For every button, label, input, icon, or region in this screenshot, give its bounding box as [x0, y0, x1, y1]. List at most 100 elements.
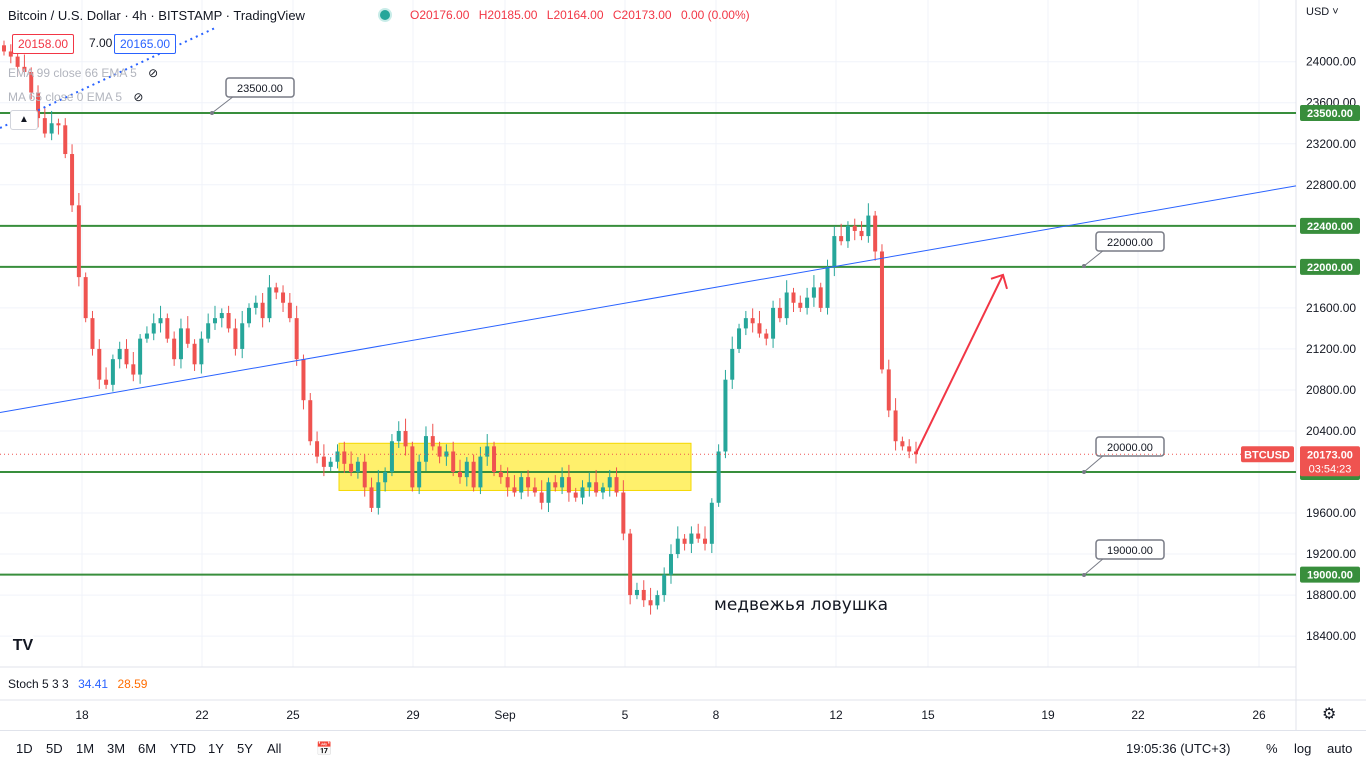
- candle-body: [587, 482, 592, 488]
- calendar-range-icon[interactable]: 📅: [316, 741, 333, 756]
- candle-body: [151, 323, 156, 334]
- tradingview-logo[interactable]: TV: [8, 633, 38, 659]
- candle-body: [240, 323, 245, 349]
- auto-toggle[interactable]: auto: [1327, 741, 1353, 756]
- candle-body: [369, 487, 374, 508]
- candle-body: [614, 477, 619, 493]
- candle-body: [553, 482, 558, 488]
- candle-body: [505, 477, 510, 488]
- buy-price-button[interactable]: 20165.00: [114, 34, 177, 54]
- indicator-ma[interactable]: MA 65 close 0 EMA 5 ⊘: [8, 90, 143, 104]
- candle-body: [580, 487, 585, 498]
- candle-body: [662, 574, 667, 596]
- range-5y-button[interactable]: 5Y: [237, 741, 253, 756]
- callout-box[interactable]: [225, 77, 295, 98]
- symbol-tag-text: BTCUSD: [1244, 449, 1290, 461]
- hidden-eye-icon[interactable]: ⊘: [148, 66, 159, 80]
- sell-price-button[interactable]: 20158.00: [12, 34, 75, 54]
- y-tick-label: 20800.00: [1306, 383, 1356, 397]
- candle-body: [70, 154, 75, 206]
- candle-body: [634, 589, 639, 596]
- candle-body: [526, 477, 531, 488]
- candle-body: [709, 502, 714, 544]
- ohlc-close: C20173.00: [612, 8, 672, 22]
- candle-body: [798, 302, 803, 308]
- candle-body: [737, 328, 742, 349]
- candle-body: [124, 348, 129, 365]
- candle-body: [76, 205, 81, 278]
- hidden-eye-icon[interactable]: ⊘: [133, 90, 144, 104]
- candle-body: [206, 323, 211, 339]
- candle-body: [349, 463, 354, 472]
- range-5d-button[interactable]: 5D: [46, 741, 63, 756]
- candle-body: [321, 456, 326, 467]
- range-1d-button[interactable]: 1D: [16, 741, 33, 756]
- callout-pointer: [1083, 557, 1105, 576]
- candle-body: [83, 277, 88, 319]
- candle-body: [199, 338, 204, 365]
- candle-body: [315, 441, 320, 457]
- candle-body: [437, 446, 442, 457]
- callout-box[interactable]: [1095, 436, 1165, 457]
- indicator-ma-label: MA 65 close 0 EMA 5: [8, 90, 123, 104]
- candle-body: [886, 369, 891, 411]
- stoch-d-value: 28.59: [117, 677, 148, 691]
- trend-line[interactable]: [0, 185, 1297, 414]
- x-tick-label: 25: [286, 708, 300, 722]
- x-tick-label: 8: [713, 708, 720, 722]
- chart-title: Bitcoin / U.S. Dollar · 4h · BITSTAMP · …: [8, 8, 305, 23]
- percent-toggle[interactable]: %: [1266, 741, 1278, 756]
- candle-body: [49, 123, 54, 134]
- candle-body: [36, 92, 41, 119]
- price-chart[interactable]: 18400.00 18800.00 19200.00 19600.00 20000.00…: [0, 0, 1366, 730]
- candle-body: [743, 318, 748, 329]
- callout-label: 20000.00: [1107, 442, 1153, 454]
- indicator-ema[interactable]: EMA 99 close 66 EMA 5 ⊘: [8, 66, 158, 80]
- forecast-arrow[interactable]: [915, 274, 1004, 454]
- level-price-tag: [1300, 105, 1360, 121]
- candle-body: [621, 492, 626, 534]
- candle-body: [281, 292, 286, 303]
- candle-body: [90, 318, 95, 349]
- candle-body: [730, 348, 735, 380]
- level-price-text: 22000.00: [1307, 262, 1353, 274]
- candle-body: [233, 328, 238, 349]
- candle-body: [172, 338, 177, 360]
- candle-body: [247, 307, 252, 324]
- candle-body: [893, 410, 898, 442]
- callout-anchor: [1082, 264, 1086, 268]
- candle-body: [907, 446, 912, 452]
- log-toggle[interactable]: log: [1294, 741, 1312, 756]
- gear-icon[interactable]: ⚙: [1322, 706, 1337, 723]
- collapse-legend-button[interactable]: ▲: [10, 110, 38, 130]
- x-tick-label: 18: [75, 708, 89, 722]
- candle-body: [396, 430, 401, 442]
- candle-body: [784, 292, 789, 319]
- callout-anchor: [1082, 573, 1086, 577]
- bottom-toolbar: 1D 5D 1M 3M 6M YTD 1Y 5Y All 📅 19:05:36 …: [0, 730, 1366, 769]
- candle-body: [845, 225, 850, 242]
- candle-body: [294, 318, 299, 360]
- range-ytd-button[interactable]: YTD: [170, 741, 196, 756]
- range-all-button[interactable]: All: [267, 741, 282, 756]
- clock-readout[interactable]: 19:05:36 (UTC+3): [1126, 741, 1231, 756]
- currency-selector[interactable]: USD ˅: [1306, 6, 1339, 18]
- range-6m-button[interactable]: 6M: [138, 741, 157, 756]
- level-price-tag: [1300, 566, 1360, 583]
- y-tick-label: 19200.00: [1306, 547, 1356, 561]
- ohlc-legend: O20176.00 H20185.00 L20164.00 C20173.00 …: [410, 8, 756, 22]
- candle-body: [110, 359, 115, 385]
- range-1y-button[interactable]: 1Y: [208, 741, 224, 756]
- range-1m-button[interactable]: 1M: [76, 741, 95, 756]
- callout-box[interactable]: [1095, 539, 1165, 560]
- y-tick-label: 24000.00: [1306, 55, 1356, 69]
- candle-body: [97, 348, 102, 380]
- symbol-tag: [1241, 446, 1294, 463]
- candle-body: [791, 292, 796, 303]
- candle-body: [131, 364, 136, 375]
- level-price-text: 23500.00: [1307, 108, 1353, 120]
- range-3m-button[interactable]: 3M: [107, 741, 126, 756]
- market-open-indicator: [380, 10, 390, 20]
- level-price-text: 22400.00: [1307, 221, 1353, 233]
- callout-box[interactable]: [1095, 231, 1165, 252]
